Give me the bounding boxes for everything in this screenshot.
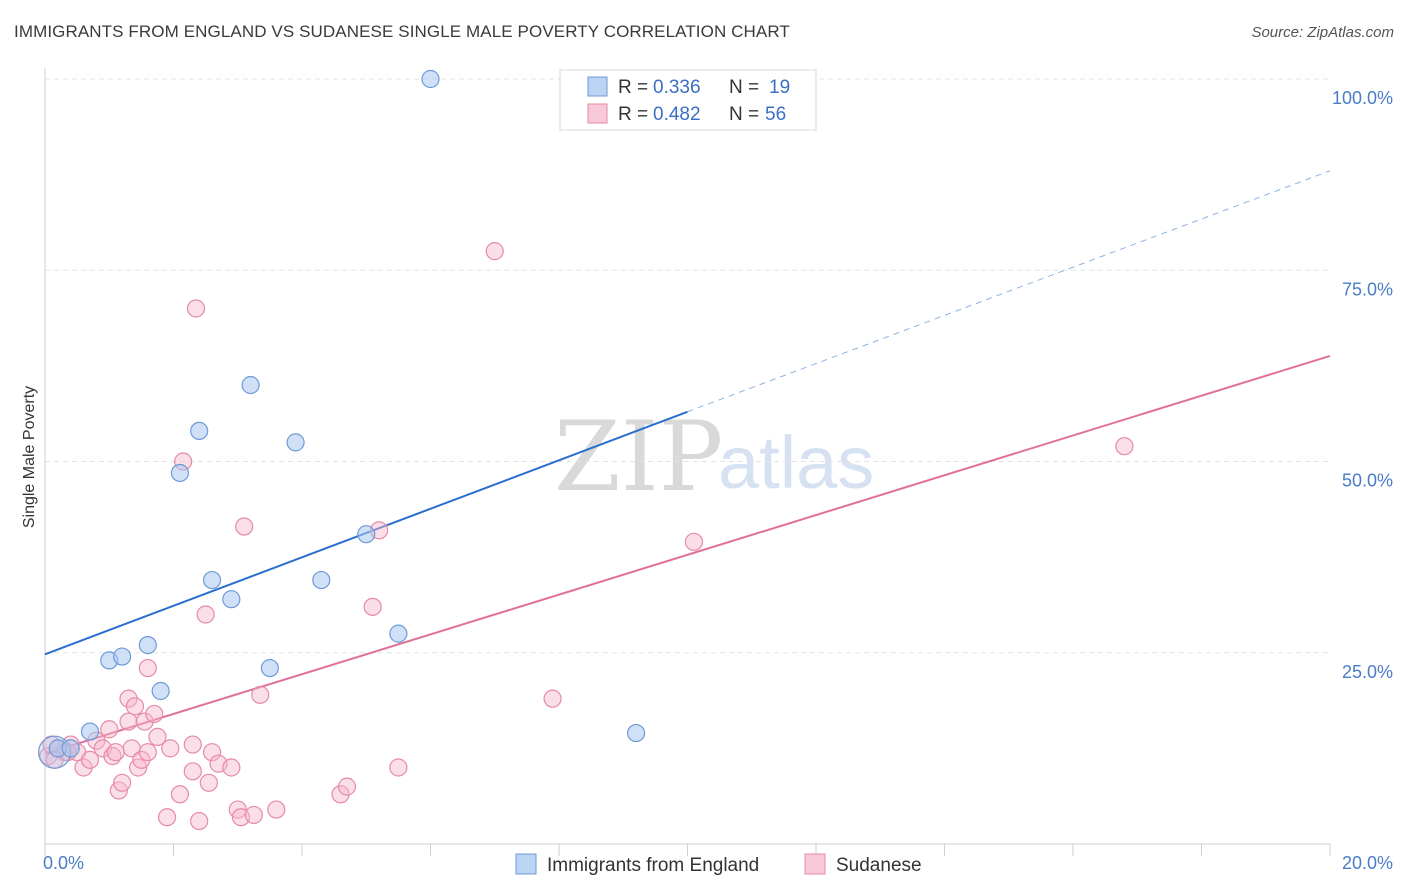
point-sudanese bbox=[199, 773, 218, 792]
point-sudanese bbox=[125, 697, 145, 716]
point-sudanese bbox=[138, 743, 157, 762]
point-sudanese bbox=[485, 242, 504, 261]
point-sudanese bbox=[363, 597, 382, 616]
y-tick-label: 50.0% bbox=[1342, 471, 1393, 491]
bottom-legend-swatch-sudanese bbox=[804, 853, 826, 875]
watermark-zip: ZIP bbox=[554, 401, 723, 513]
legend-sudanese-n-label: N = bbox=[729, 104, 759, 125]
point-sudanese bbox=[183, 762, 202, 781]
y-tick-label: 75.0% bbox=[1342, 279, 1393, 299]
legend-sudanese-r-value: 0.482 bbox=[653, 104, 701, 125]
trend-line-sudanese bbox=[44, 354, 1331, 755]
point-england bbox=[80, 722, 100, 741]
legend-england-n-label: N = bbox=[729, 77, 759, 98]
source-label: Source: ZipAtlas.com bbox=[1251, 24, 1394, 41]
point-sudanese bbox=[202, 743, 222, 762]
scatter-points bbox=[38, 69, 1134, 831]
point-sudanese bbox=[684, 532, 704, 551]
y-axis-label: Single Male Poverty bbox=[21, 386, 38, 528]
point-england bbox=[241, 375, 260, 395]
point-sudanese bbox=[161, 739, 180, 758]
point-england bbox=[260, 658, 279, 678]
point-sudanese bbox=[157, 808, 177, 827]
point-sudanese bbox=[145, 704, 164, 724]
point-sudanese bbox=[222, 758, 241, 777]
point-sudanese bbox=[80, 750, 100, 769]
point-england bbox=[222, 590, 241, 609]
legend-sudanese-r-label: R = bbox=[618, 104, 648, 125]
y-tick-label: 25.0% bbox=[1342, 662, 1393, 682]
point-england bbox=[61, 739, 80, 758]
x-tick-label: 0.0% bbox=[43, 853, 84, 873]
point-sudanese bbox=[112, 773, 132, 792]
point-sudanese bbox=[119, 712, 138, 731]
tick-labels: 25.0% 50.0% 75.0% 100.0% 0.0% 20.0% bbox=[43, 88, 1393, 873]
point-england bbox=[202, 570, 222, 590]
point-sudanese bbox=[148, 727, 167, 747]
legend-england-r-value: 0.336 bbox=[653, 77, 701, 98]
bottom-legend-swatch-england bbox=[515, 853, 537, 875]
point-sudanese bbox=[543, 689, 562, 708]
point-england bbox=[389, 624, 408, 643]
trend-extension-england bbox=[687, 170, 1331, 413]
point-england bbox=[112, 647, 132, 666]
watermark-atlas: atlas bbox=[718, 421, 874, 504]
point-sudanese bbox=[186, 299, 206, 318]
point-sudanese bbox=[170, 785, 190, 804]
point-sudanese bbox=[135, 712, 154, 731]
legend-england-n-value: 19 bbox=[769, 77, 790, 98]
point-england bbox=[138, 635, 157, 655]
point-england bbox=[357, 525, 376, 544]
point-sudanese bbox=[106, 743, 125, 762]
point-england bbox=[312, 570, 331, 590]
bottom-legend-england: Immigrants from England bbox=[547, 855, 759, 876]
legend-england-r-label: R = bbox=[618, 77, 648, 98]
series-legend: Immigrants from England Sudanese bbox=[515, 853, 922, 876]
axes bbox=[44, 68, 1331, 856]
point-england bbox=[626, 723, 646, 743]
point-sudanese bbox=[190, 811, 209, 831]
x-tick-label: 20.0% bbox=[1342, 853, 1393, 873]
point-sudanese bbox=[100, 720, 119, 739]
point-sudanese bbox=[1115, 437, 1134, 456]
point-england bbox=[151, 681, 170, 701]
chart-title: IMMIGRANTS FROM ENGLAND VS SUDANESE SING… bbox=[14, 22, 790, 41]
point-sudanese bbox=[244, 805, 263, 825]
legend-swatch-sudanese bbox=[587, 103, 608, 124]
point-sudanese bbox=[235, 517, 254, 536]
point-sudanese bbox=[337, 777, 357, 796]
point-sudanese bbox=[196, 605, 215, 624]
grid-lines bbox=[45, 78, 1330, 654]
point-sudanese bbox=[138, 658, 157, 678]
point-england bbox=[190, 421, 209, 440]
stats-legend: R = 0.336 N = 19 R = 0.482 N = 56 bbox=[559, 69, 817, 131]
legend-sudanese-n-value: 56 bbox=[765, 104, 786, 125]
point-england bbox=[170, 463, 190, 483]
point-england bbox=[286, 433, 305, 452]
point-sudanese bbox=[183, 735, 202, 754]
point-sudanese bbox=[267, 800, 286, 819]
y-tick-label: 100.0% bbox=[1332, 88, 1393, 108]
point-sudanese bbox=[389, 758, 408, 777]
point-england bbox=[421, 69, 440, 89]
legend-swatch-england bbox=[587, 76, 608, 97]
point-sudanese bbox=[251, 685, 270, 704]
bottom-legend-sudanese: Sudanese bbox=[836, 855, 922, 876]
